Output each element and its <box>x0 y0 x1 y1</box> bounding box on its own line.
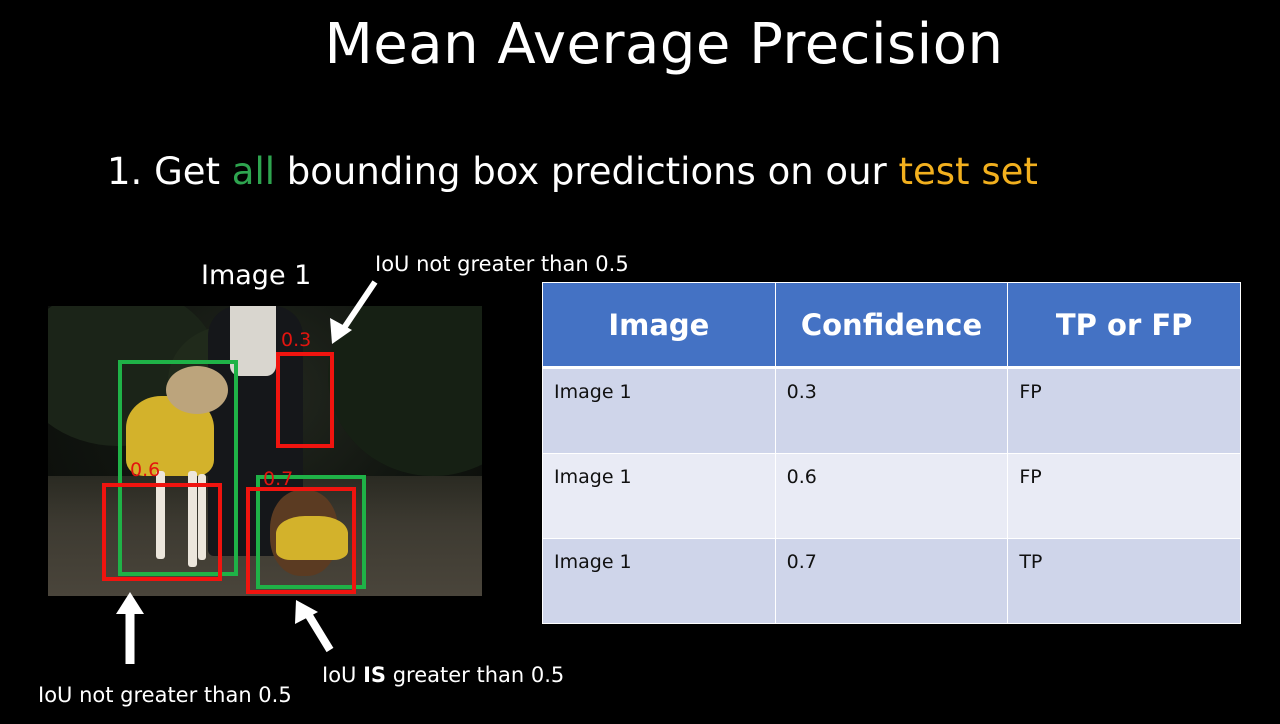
table-row: Image 1 0.7 TP <box>542 538 1241 624</box>
table-cell: FP <box>1007 453 1241 539</box>
table-cell: 0.6 <box>774 453 1009 539</box>
prediction-box <box>276 352 334 448</box>
bullet-prefix: 1. Get <box>107 150 232 193</box>
prediction-box <box>102 483 222 581</box>
column-header: Image <box>542 282 776 369</box>
annotation-bold-is: IS <box>363 663 387 687</box>
table-cell: TP <box>1007 538 1241 624</box>
table-row: Image 1 0.6 FP <box>542 453 1241 539</box>
table-cell: 0.3 <box>774 367 1009 454</box>
bullet-point: 1. Get all bounding box predictions on o… <box>107 150 1038 193</box>
predictions-table: Image Confidence TP or FP Image 1 0.3 FP… <box>542 282 1241 624</box>
table-header-row: Image Confidence TP or FP <box>542 282 1241 369</box>
table-cell: FP <box>1007 367 1241 454</box>
confidence-label: 0.7 <box>263 468 294 490</box>
table-row: Image 1 0.3 FP <box>542 367 1241 454</box>
column-header: TP or FP <box>1007 282 1241 369</box>
column-header: Confidence <box>774 282 1009 369</box>
arrow-icon <box>295 600 334 653</box>
annotation-bottom-left: IoU not greater than 0.5 <box>38 683 292 707</box>
table-cell: 0.7 <box>774 538 1009 624</box>
annotation-top: IoU not greater than 0.5 <box>375 252 629 276</box>
bullet-middle: bounding box predictions on our <box>275 150 899 193</box>
table-cell: Image 1 <box>542 367 776 454</box>
arrow-icon <box>330 280 378 344</box>
confidence-label: 0.3 <box>281 329 312 351</box>
ground-truth-box <box>256 475 366 589</box>
confidence-label: 0.6 <box>130 459 161 481</box>
table-cell: Image 1 <box>542 453 776 539</box>
image-label: Image 1 <box>201 260 312 291</box>
table-cell: Image 1 <box>542 538 776 624</box>
bullet-highlight-test-set: test set <box>898 150 1038 193</box>
slide-title: Mean Average Precision <box>324 12 1004 77</box>
arrow-icon <box>116 592 144 664</box>
sample-photo: 0.3 0.6 0.7 <box>48 306 482 596</box>
annotation-bottom-right: IoU IS greater than 0.5 <box>322 663 565 687</box>
ground-truth-box <box>118 360 238 576</box>
prediction-box <box>246 487 356 594</box>
bullet-highlight-all: all <box>231 150 276 193</box>
